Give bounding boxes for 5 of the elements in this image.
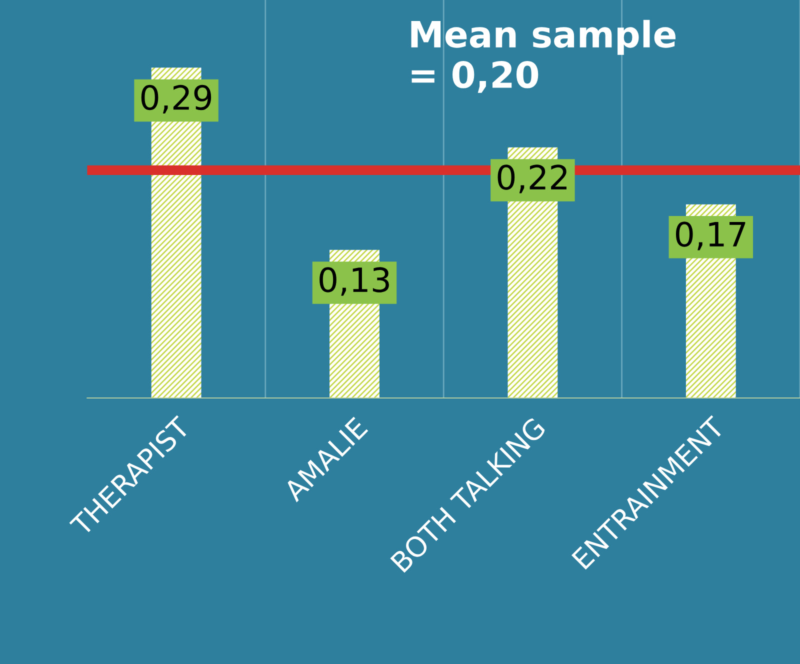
data-label: 0,13 (320, 267, 389, 296)
data-label: 0,17 (676, 222, 746, 250)
data-label: 0,29 (141, 84, 212, 114)
ref-line-label: Mean sample = 0,20 (411, 20, 676, 93)
data-label: 0,22 (498, 164, 566, 194)
